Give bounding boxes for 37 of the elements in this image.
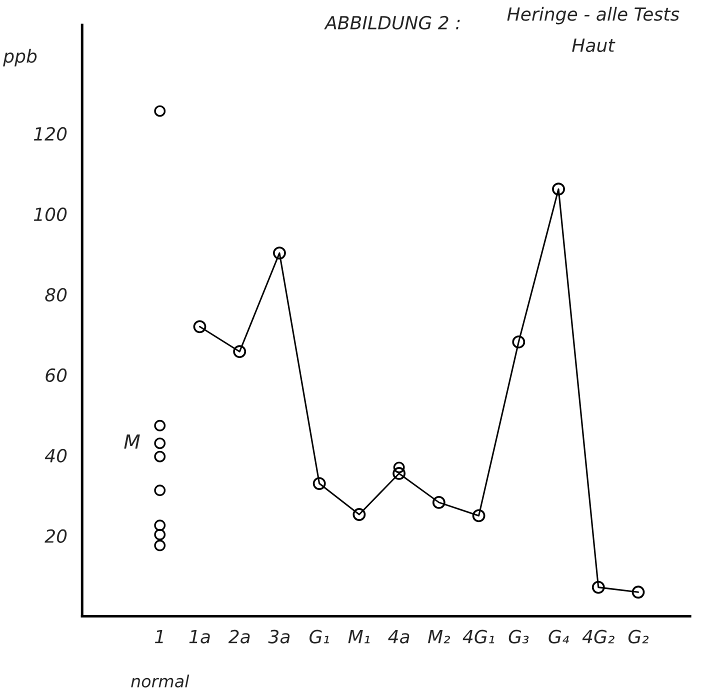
y-tick-label: 20 — [44, 529, 67, 543]
point — [193, 320, 206, 334]
y-tick-label: 40 — [44, 448, 67, 462]
x-tick-label: M₂ — [428, 630, 450, 644]
text: normal — [131, 674, 190, 688]
x-tick-label: 2a — [228, 630, 250, 644]
y-axis-title: ppb — [3, 48, 37, 66]
point — [592, 580, 605, 594]
point — [352, 508, 366, 521]
y-tick-label: 80 — [45, 288, 67, 302]
x-tick-label: 4a — [388, 630, 410, 644]
x-tick-label: 3a — [268, 630, 290, 644]
x-tick-label: 1a — [189, 630, 210, 644]
x-tick-label: 4G₂ — [582, 630, 614, 644]
annotation: M — [124, 434, 140, 449]
x-tick-label: G₄ — [548, 630, 569, 644]
x-tick-label: 4G₁ — [462, 630, 494, 644]
point — [432, 496, 446, 509]
y-tick-label: 120 — [34, 127, 67, 141]
point — [512, 335, 526, 348]
point — [472, 509, 486, 522]
x-tick-label: M₁ — [348, 630, 370, 644]
chart-subtitle: Heringe - alle Tests Haut — [507, 6, 680, 52]
y-tick-label: 60 — [46, 368, 67, 382]
x-tick-label: G₃ — [508, 630, 529, 644]
point — [154, 105, 166, 117]
point — [552, 182, 565, 196]
y-tick-label: 100 — [34, 207, 67, 222]
x-tick-label: G₁ — [310, 630, 329, 644]
point — [273, 246, 286, 260]
chart-title: ABBILDUNG 2 : — [324, 16, 460, 30]
point — [632, 586, 645, 599]
point — [233, 345, 246, 358]
x-tick-label: 1 — [155, 630, 163, 644]
point — [312, 477, 326, 490]
x-tick-label: G₂ — [628, 630, 649, 644]
point — [392, 467, 406, 480]
